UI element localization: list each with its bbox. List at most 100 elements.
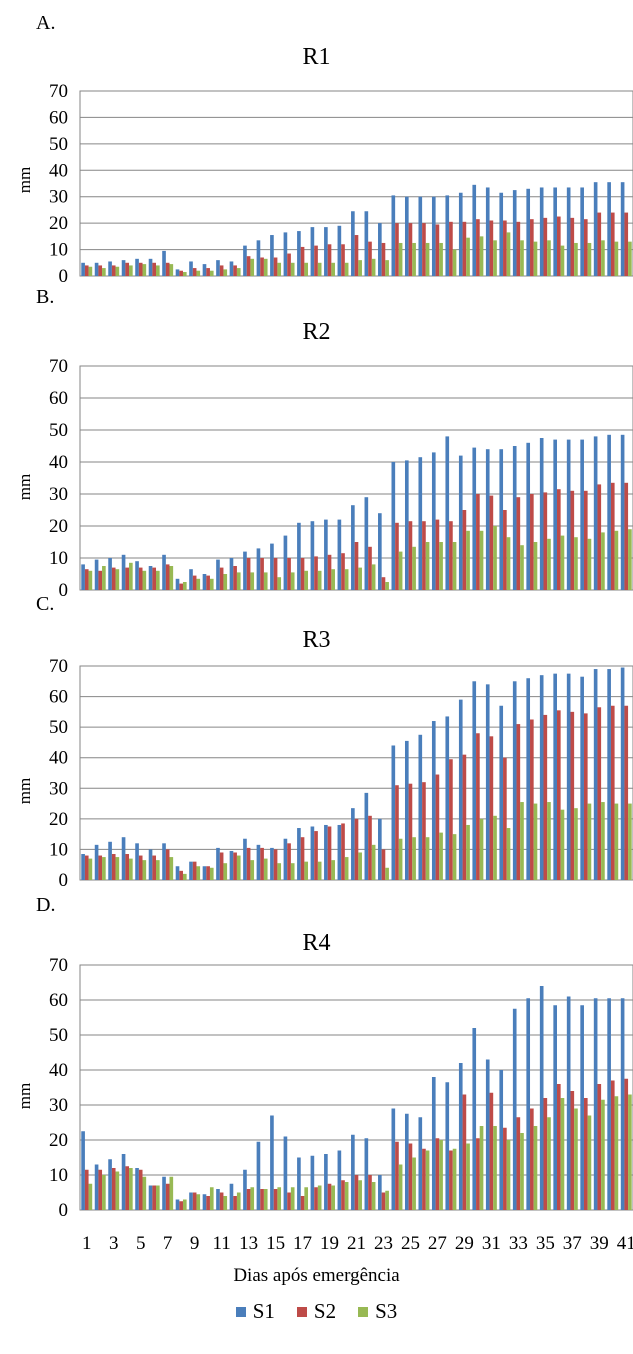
bar-s1-r4 <box>216 1189 220 1210</box>
bar-s3-r3 <box>533 803 538 880</box>
bar-s3-r1 <box>371 258 376 276</box>
bar-s2-r3 <box>287 843 291 880</box>
bar-s1-r2 <box>364 497 369 590</box>
bar-s1-r3 <box>189 861 193 880</box>
bar-s2-r1 <box>98 265 103 276</box>
bar-s2-r3 <box>543 714 548 880</box>
bar-s3-r4 <box>331 1185 335 1210</box>
y-tick-label: 70 <box>49 656 68 677</box>
bar-s1-r2 <box>81 564 85 590</box>
bar-s2-r1 <box>503 220 507 276</box>
bar-s2-r2 <box>287 558 291 590</box>
bar-s2-r4 <box>583 1098 588 1210</box>
x-tick-label: 39 <box>590 1233 609 1254</box>
legend-item-s1: S1 <box>235 1299 275 1324</box>
bar-s2-r1 <box>610 212 615 276</box>
bar-s3-r1 <box>412 242 416 276</box>
bar-s1-r3 <box>283 838 288 880</box>
y-tick-label: 20 <box>49 213 68 234</box>
legend-item-s3: S3 <box>358 1299 397 1324</box>
bar-s3-r2 <box>560 535 565 590</box>
bar-s3-r3 <box>520 802 524 880</box>
bar-s2-r4 <box>422 1148 426 1210</box>
bar-s1-r4 <box>593 998 598 1210</box>
y-tick-label: 60 <box>49 388 68 409</box>
bar-s1-r4 <box>202 1194 207 1210</box>
bar-s1-r2 <box>566 439 571 590</box>
bar-s2-r2 <box>543 492 548 590</box>
bar-s1-r4 <box>378 1175 382 1210</box>
bar-s3-r3 <box>182 873 187 880</box>
bar-s1-r1 <box>485 187 490 276</box>
y-tick-label: 30 <box>49 1095 68 1116</box>
bar-s1-r2 <box>539 438 544 590</box>
bar-s1-r3 <box>391 745 396 880</box>
bar-s3-r3 <box>156 860 160 880</box>
bar-s1-r1 <box>593 182 598 276</box>
bar-s3-r1 <box>479 236 484 276</box>
bar-s2-r1 <box>111 265 116 276</box>
bar-s2-r1 <box>462 221 467 276</box>
bar-s3-r2 <box>250 572 255 590</box>
y-tick-label: 50 <box>49 717 68 738</box>
bar-s2-r2 <box>246 558 251 590</box>
bar-s1-r4 <box>162 1176 166 1210</box>
bar-s3-r4 <box>371 1182 376 1210</box>
bar-s1-r4 <box>553 1005 557 1210</box>
bar-s2-r4 <box>84 1169 89 1210</box>
bar-s2-r4 <box>354 1175 359 1210</box>
bar-s2-r3 <box>489 736 494 880</box>
bar-s3-r4 <box>277 1187 282 1210</box>
bar-s3-r4 <box>142 1176 147 1210</box>
bar-s1-r4 <box>243 1169 247 1210</box>
bar-s2-r1 <box>556 216 561 276</box>
bar-s3-r2 <box>547 538 551 590</box>
bar-s2-r1 <box>395 223 399 276</box>
bar-s2-r3 <box>422 782 426 880</box>
bar-s3-r2 <box>317 570 322 590</box>
panel-title-r2: R2 <box>302 319 331 345</box>
bar-s2-r2 <box>138 567 143 590</box>
bar-s1-r3 <box>445 716 450 880</box>
bar-s3-r1 <box>344 262 349 276</box>
bar-s2-r2 <box>435 519 440 590</box>
bar-s2-r1 <box>233 265 237 276</box>
bar-s2-r1 <box>489 220 494 276</box>
y-tick-label: 60 <box>49 990 68 1011</box>
bar-s3-r3 <box>628 803 632 880</box>
legend-label-s2: S2 <box>313 1299 337 1323</box>
bar-s1-r1 <box>108 261 112 276</box>
bar-s3-r4 <box>587 1115 592 1210</box>
bar-s3-r2 <box>506 537 511 590</box>
bar-s1-r3 <box>243 838 247 880</box>
bar-s1-r4 <box>283 1136 288 1210</box>
bar-s2-r2 <box>556 489 561 590</box>
bar-s2-r3 <box>152 855 157 880</box>
y-tick-label: 0 <box>59 870 69 891</box>
y-tick-label: 40 <box>49 748 68 769</box>
bar-s3-r4 <box>479 1126 484 1210</box>
bar-s1-r3 <box>499 705 504 880</box>
bar-s2-r3 <box>125 854 130 880</box>
bar-s2-r2 <box>300 558 305 590</box>
bar-s2-r2 <box>570 490 575 590</box>
bar-s3-r2 <box>493 526 497 590</box>
bar-s1-r1 <box>364 211 369 276</box>
bar-s2-r1 <box>570 217 575 276</box>
bar-s1-r2 <box>485 449 490 590</box>
panel-label-b: B. <box>36 286 55 308</box>
bar-s3-r2 <box>412 546 416 590</box>
bar-s1-r1 <box>566 187 571 276</box>
bar-s2-r4 <box>368 1175 372 1210</box>
bar-s3-r2 <box>331 569 335 590</box>
bar-s1-r4 <box>526 998 531 1210</box>
bar-s3-r2 <box>439 542 443 590</box>
bar-s2-r1 <box>192 268 197 276</box>
bar-s2-r1 <box>597 212 602 276</box>
bar-s2-r4 <box>138 1169 143 1210</box>
bar-s2-r2 <box>192 575 197 590</box>
bar-s1-r2 <box>256 548 261 590</box>
bar-s3-r1 <box>493 240 497 276</box>
bar-s1-r1 <box>310 227 315 276</box>
x-tick-label: 1 <box>82 1233 92 1254</box>
